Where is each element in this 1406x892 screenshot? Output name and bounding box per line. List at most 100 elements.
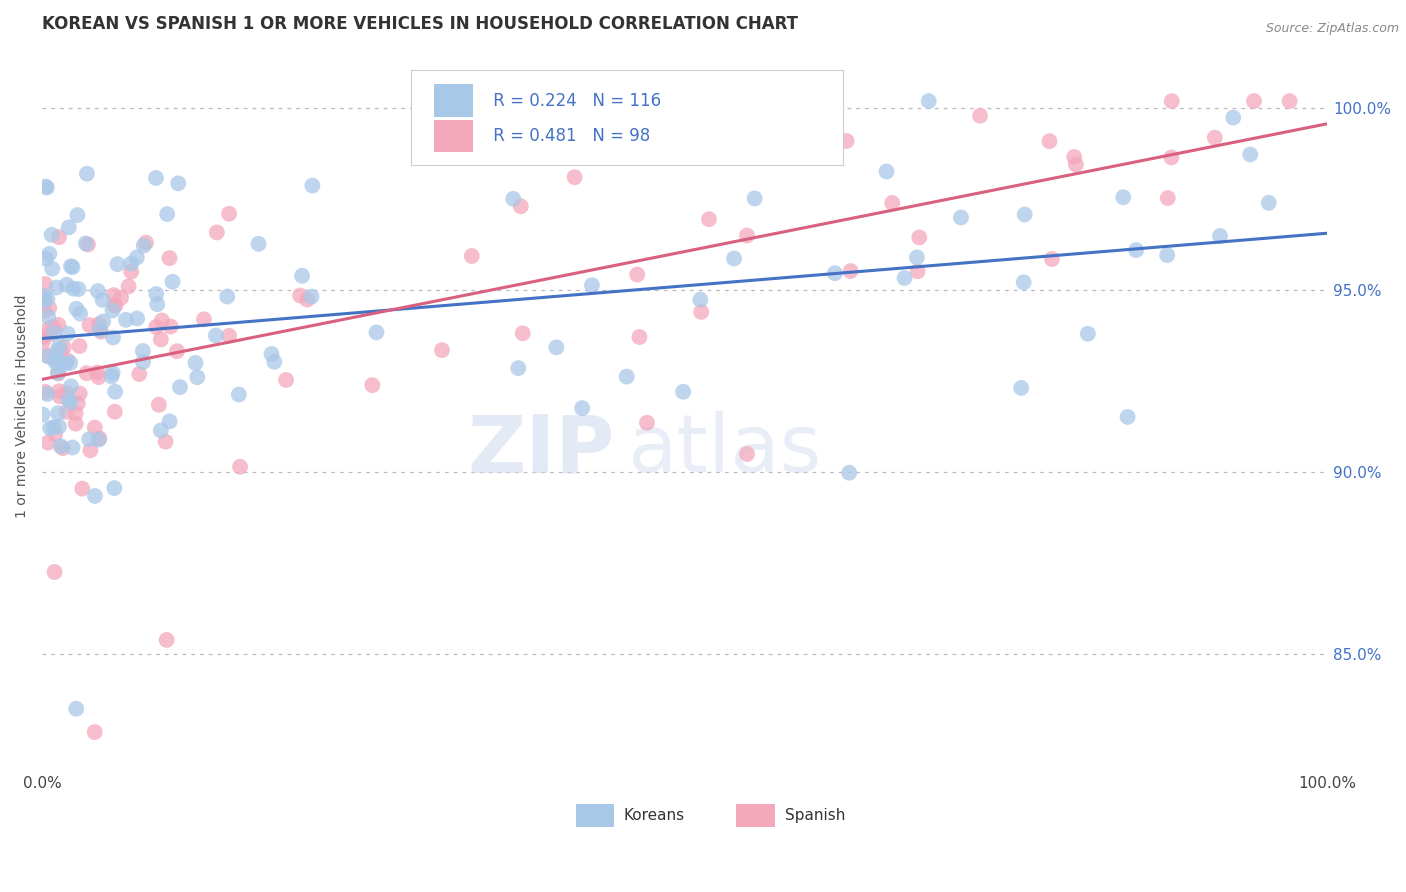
Point: [908, 230, 931, 244]
Point: [31, 330, 53, 344]
Point: [38, 321, 60, 335]
Point: [32, 289, 55, 303]
Point: [260, 347, 283, 361]
Point: [125, 251, 148, 265]
Point: [79, 318, 101, 333]
Point: [907, 264, 929, 278]
Point: [626, 268, 648, 282]
Point: [135, 235, 157, 250]
Point: [636, 416, 658, 430]
Point: [616, 369, 638, 384]
Point: [34, 384, 56, 399]
Point: [37, 435, 59, 450]
Point: [127, 311, 149, 326]
Point: [101, 366, 124, 380]
Point: [159, 414, 181, 428]
Point: [110, 291, 132, 305]
Point: [90, 325, 112, 339]
Point: [62, 441, 84, 455]
Point: [512, 326, 534, 341]
Point: [218, 328, 240, 343]
Point: [146, 297, 169, 311]
Point: [103, 481, 125, 495]
Point: [824, 266, 846, 280]
Point: [65, 417, 87, 431]
Point: [42, 320, 65, 334]
Text: Spanish: Spanish: [785, 808, 845, 823]
Point: [301, 290, 323, 304]
Point: [1077, 326, 1099, 341]
Point: [132, 238, 155, 252]
Point: [48, 318, 70, 332]
Point: [65, 702, 87, 716]
Point: [838, 466, 860, 480]
Point: [89, 431, 111, 445]
FancyBboxPatch shape: [737, 805, 775, 827]
Point: [508, 361, 530, 376]
Point: [37, 292, 59, 306]
Point: [59, 260, 82, 274]
Point: [876, 164, 898, 178]
Text: Source: ZipAtlas.com: Source: ZipAtlas.com: [1265, 22, 1399, 36]
Text: Koreans: Koreans: [623, 808, 685, 823]
Point: [48, 339, 70, 353]
Point: [79, 443, 101, 458]
Point: [184, 356, 207, 370]
Point: [1157, 191, 1180, 205]
Point: [169, 380, 191, 394]
Point: [56, 326, 79, 341]
Point: [509, 199, 531, 213]
Point: [87, 284, 110, 298]
Point: [1010, 381, 1032, 395]
Point: [34, 277, 56, 291]
Point: [34, 303, 56, 318]
Point: [48, 419, 70, 434]
Point: [41, 227, 63, 242]
Point: [55, 405, 77, 419]
FancyBboxPatch shape: [575, 805, 614, 827]
Point: [744, 191, 766, 205]
Point: [59, 396, 82, 410]
Point: [69, 339, 91, 353]
Point: [263, 355, 285, 369]
Point: [66, 396, 89, 410]
Point: [37, 349, 59, 363]
Point: [42, 420, 65, 434]
Point: [366, 326, 388, 340]
Text: R = 0.481   N = 98: R = 0.481 N = 98: [488, 127, 651, 145]
Point: [101, 303, 124, 318]
Point: [87, 433, 110, 447]
Point: [628, 330, 651, 344]
Point: [103, 288, 125, 302]
Point: [104, 298, 127, 312]
Point: [59, 356, 82, 370]
Point: [115, 313, 138, 327]
Point: [697, 212, 720, 227]
Point: [89, 323, 111, 337]
Point: [217, 289, 239, 303]
Point: [84, 489, 107, 503]
Point: [502, 192, 524, 206]
Point: [31, 335, 53, 350]
Point: [44, 565, 66, 579]
Point: [58, 220, 80, 235]
FancyBboxPatch shape: [434, 120, 472, 153]
Point: [120, 265, 142, 279]
Point: [839, 264, 862, 278]
Point: [44, 427, 66, 442]
Point: [48, 358, 70, 372]
Point: [1160, 150, 1182, 164]
Point: [46, 343, 69, 358]
Point: [35, 180, 58, 194]
Point: [69, 386, 91, 401]
Point: [65, 301, 87, 316]
Point: [75, 236, 97, 251]
Point: [76, 366, 98, 380]
Point: [291, 268, 314, 283]
Point: [1160, 94, 1182, 108]
Point: [1014, 207, 1036, 221]
Point: [66, 208, 89, 222]
Point: [571, 401, 593, 416]
Point: [1040, 252, 1063, 266]
Point: [86, 366, 108, 380]
